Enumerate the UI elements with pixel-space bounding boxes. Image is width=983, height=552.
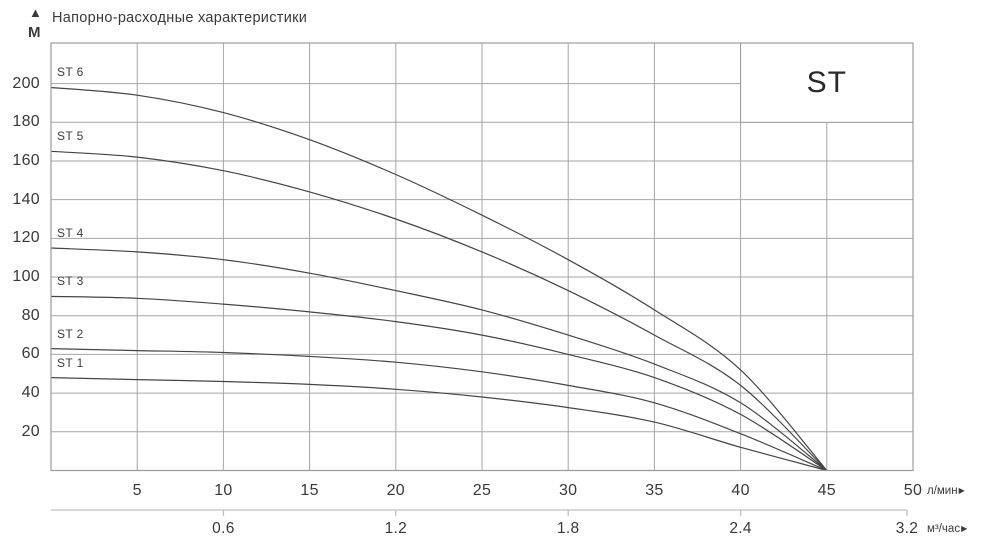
- curve-st-6: [50, 86, 828, 471]
- chart-title: Напорно-расходные характеристики: [52, 10, 308, 26]
- x-tick-label: 20: [386, 482, 405, 499]
- y-tick-label: 60: [21, 345, 40, 363]
- series-box: [740, 42, 914, 123]
- plot-frame: [50, 42, 914, 472]
- y-tick-label: 180: [12, 113, 40, 131]
- y-tick-label: 100: [12, 268, 40, 286]
- y-tick-label: 140: [12, 190, 40, 208]
- series-family-label: ST: [806, 65, 847, 99]
- right-arrow-icon: ▶: [958, 486, 965, 495]
- x-tick-label: 5: [132, 482, 142, 499]
- curve-label: ST 6: [57, 65, 84, 80]
- y-tick-label: 20: [21, 422, 40, 440]
- x-tick-label: 40: [731, 482, 750, 499]
- flow-unit-text: л/мин: [927, 485, 958, 497]
- right-arrow-icon: ▶: [961, 524, 968, 533]
- x-tick-label: 10: [214, 482, 233, 499]
- flow-unit-secondary-text: м³/час: [927, 523, 961, 535]
- flow-unit-secondary-label: м³/час▶: [927, 523, 968, 536]
- curve-st-4: [50, 247, 828, 471]
- x-tick-label: 50: [903, 482, 923, 499]
- curve-label: ST 4: [57, 226, 84, 241]
- x-tick-label: 30: [558, 482, 578, 499]
- up-arrow-icon: ▲: [29, 5, 42, 20]
- y-axis-unit-label: М: [28, 24, 41, 41]
- x2-tick-label: 2.4: [729, 520, 752, 537]
- x-tick-label: 35: [645, 482, 664, 499]
- curve-st-2: [50, 348, 828, 472]
- curve-label: ST 3: [57, 274, 84, 289]
- curve-st-5: [50, 150, 828, 471]
- curve-label: ST 2: [57, 326, 84, 341]
- curve-st-1: [50, 377, 827, 472]
- y-tick-label: 120: [12, 229, 40, 247]
- x2-tick-label: 3.2: [895, 520, 919, 537]
- x-tick-label: 45: [817, 482, 836, 499]
- y-tick-label: 40: [21, 384, 40, 402]
- x2-tick-label: 1.8: [556, 520, 580, 537]
- curve-label: ST 1: [57, 355, 84, 370]
- curve-st-3: [50, 295, 828, 472]
- y-tick-label: 160: [12, 151, 40, 169]
- x-tick-label: 25: [472, 482, 492, 499]
- x2-tick-label: 1.2: [384, 520, 408, 537]
- y-tick-label: 200: [12, 74, 40, 92]
- x-tick-label: 15: [300, 482, 319, 499]
- flow-unit-label: л/мин▶: [927, 485, 965, 498]
- y-tick-label: 80: [21, 306, 40, 324]
- curve-label: ST 5: [57, 129, 84, 144]
- x2-tick-label: 0.6: [212, 520, 235, 537]
